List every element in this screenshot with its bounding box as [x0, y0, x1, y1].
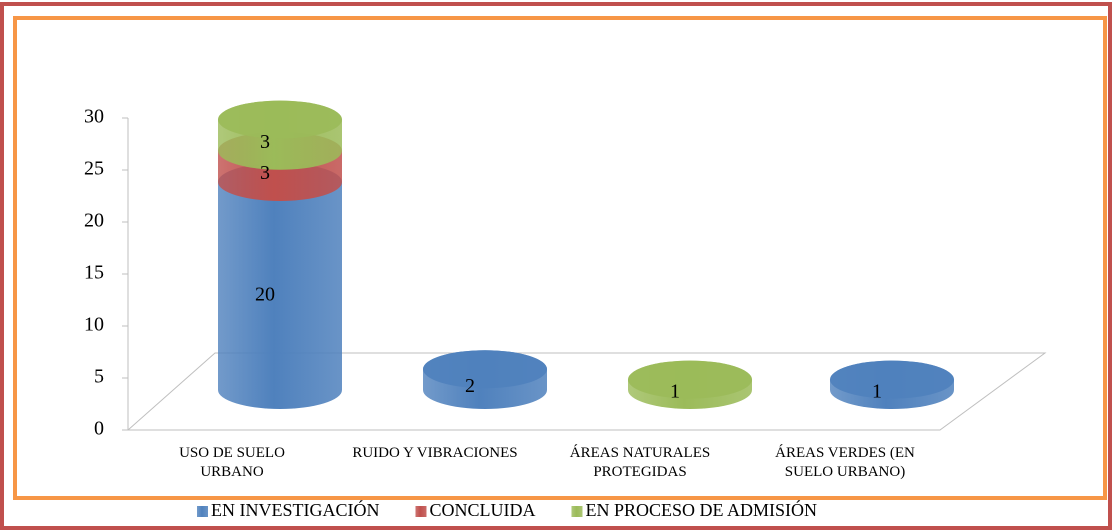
data-label: 1 — [670, 380, 680, 402]
bar-top — [628, 360, 752, 399]
bar-top — [830, 360, 954, 399]
y-tick-label: 25 — [84, 158, 104, 180]
y-tick-label: 0 — [94, 418, 104, 440]
data-label: 1 — [872, 380, 882, 402]
legend-swatch — [197, 506, 208, 517]
x-tick-label: RUIDO Y VIBRACIONES — [352, 445, 518, 461]
y-tick-label: 30 — [84, 106, 104, 128]
data-label: 20 — [255, 284, 275, 306]
legend-label: EN PROCESO DE ADMISIÓN — [585, 499, 817, 520]
data-label: 2 — [465, 375, 475, 397]
x-tick-label: USO DE SUELO URBANO — [179, 445, 285, 480]
x-tick-label: ÁREAS VERDES (EN SUELO URBANO) — [775, 445, 915, 480]
x-tick-label: ÁREAS NATURALES PROTEGIDAS — [569, 445, 711, 480]
floor — [126, 352, 1047, 431]
legend-swatch — [571, 506, 583, 517]
inner-border — [13, 16, 1107, 500]
legend-swatch — [415, 506, 427, 517]
y-tick-label: 15 — [84, 262, 104, 284]
data-label: 3 — [260, 131, 270, 153]
y-tick-label: 20 — [84, 210, 104, 232]
legend-label: EN INVESTIGACIÓN — [211, 499, 379, 520]
bar-top — [423, 350, 547, 389]
bar-top — [218, 100, 342, 139]
y-tick-label: 5 — [94, 366, 104, 388]
legend-label: CONCLUIDA — [429, 500, 535, 520]
y-tick-label: 10 — [84, 314, 104, 336]
data-label: 3 — [260, 162, 270, 184]
bar-segment — [218, 163, 342, 409]
